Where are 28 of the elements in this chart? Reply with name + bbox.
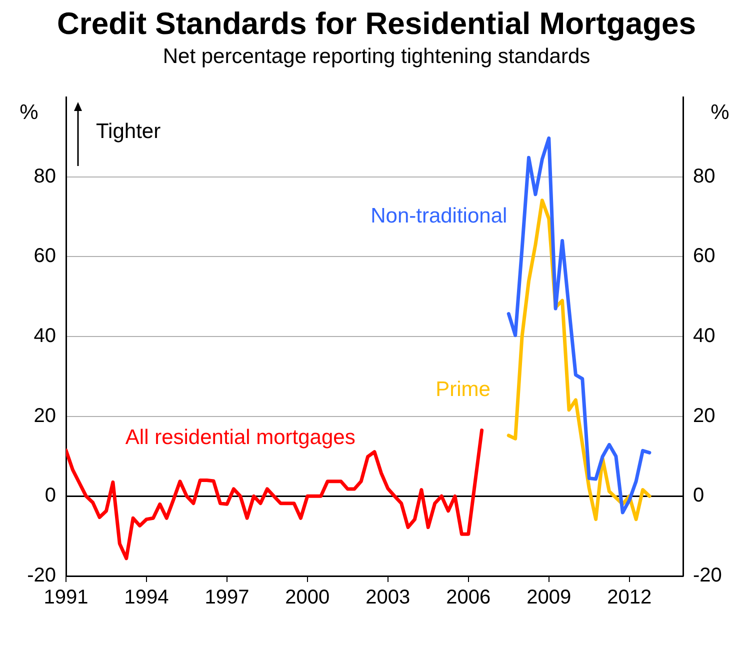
x-tick-label: 2009 xyxy=(526,586,572,609)
y2-tick-label: 20 xyxy=(693,404,716,427)
y2-tick-label: 60 xyxy=(693,245,716,268)
x-tick-label: 2012 xyxy=(607,586,652,609)
y-tick-label: -20 xyxy=(27,564,56,587)
y2-tick-label: 80 xyxy=(693,165,716,188)
chart-subtitle: Net percentage reporting tightening standards xyxy=(162,45,592,69)
series-label: Prime xyxy=(436,378,490,402)
x-tick-label: 1994 xyxy=(124,586,169,609)
y2-axis-title: % xyxy=(710,100,730,124)
x-tick-label: 1991 xyxy=(44,586,88,609)
x-tick-label: 2000 xyxy=(285,586,330,609)
y-tick-label: 20 xyxy=(34,404,56,427)
series-label: All residential mortgages xyxy=(125,426,356,450)
series-label: Non-traditional xyxy=(370,204,508,228)
annotation: Tighter xyxy=(96,120,161,144)
x-tick-label: 2006 xyxy=(446,586,491,609)
y-tick-label: 60 xyxy=(34,245,56,268)
y2-tick-label: 0 xyxy=(693,484,704,507)
y-tick-label: 40 xyxy=(34,325,56,348)
y-tick-label: 80 xyxy=(34,165,56,188)
chart-title: Credit Standards for Residential Mortgages xyxy=(56,6,698,42)
y-axis-title: % xyxy=(20,100,38,124)
y-tick-label: 0 xyxy=(44,484,56,507)
x-tick-label: 1997 xyxy=(204,586,250,609)
y2-tick-label: 40 xyxy=(693,325,716,348)
y2-tick-label: -20 xyxy=(693,564,722,587)
x-tick-label: 2003 xyxy=(366,586,410,609)
